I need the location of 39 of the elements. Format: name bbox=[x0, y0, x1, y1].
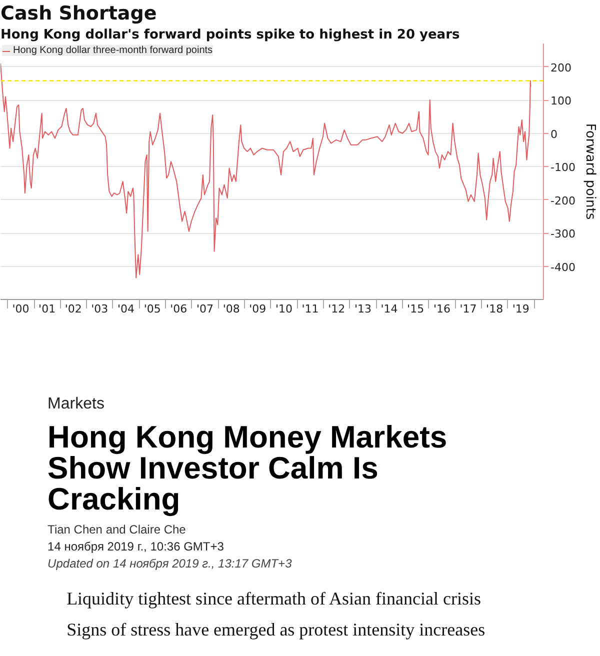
x-tick-label: '05 bbox=[144, 302, 161, 316]
y-tick-label: 200 bbox=[550, 61, 572, 74]
x-tick-label: '14 bbox=[380, 302, 398, 316]
chart-subtitle: Hong Kong dollar's forward points spike to highest in 20 years bbox=[0, 28, 460, 42]
x-tick-label: '06 bbox=[170, 302, 188, 316]
x-tick-label: '12 bbox=[328, 302, 346, 316]
y-tick-label: 100 bbox=[550, 94, 572, 108]
x-tick-label: '15 bbox=[407, 302, 424, 316]
legend-label: Hong Kong dollar three-month forward points bbox=[13, 45, 213, 56]
x-tick-label: '11 bbox=[302, 302, 319, 316]
text: Markets bbox=[48, 396, 104, 412]
line-series bbox=[0, 62, 532, 278]
x-tick-label: '01 bbox=[38, 302, 56, 316]
x-tick-label: '19 bbox=[512, 302, 530, 316]
x-tick-label: '08 bbox=[222, 302, 240, 316]
x-tick-label: '17 bbox=[460, 302, 477, 316]
x-tick-label: '02 bbox=[64, 302, 82, 316]
y-tick-label: 0 bbox=[550, 128, 558, 141]
x-tick-label: '18 bbox=[486, 302, 504, 316]
x-tick-label: '04 bbox=[118, 302, 135, 316]
y-tick-label: -400 bbox=[550, 260, 576, 274]
y-tick-label: -100 bbox=[550, 161, 576, 174]
text: 14 ноября 2019 г., 10:36 GMT+3 bbox=[48, 540, 224, 554]
text: Liquidity tightest since aftermath of Asian financial crisis bbox=[66, 588, 481, 608]
y-tick-label: -300 bbox=[550, 228, 576, 241]
text: Hong Kong Money Markets Show Investor Calm Is Cracking bbox=[48, 420, 448, 516]
x-tick-label: '09 bbox=[249, 302, 266, 316]
x-tick-label: '03 bbox=[91, 302, 108, 316]
text: Tian Chen and Claire Che bbox=[48, 522, 186, 536]
chart-title: Cash Shortage bbox=[0, 2, 157, 24]
text: Updated on 14 ноября 2019 г., 13:17 GMT+3 bbox=[48, 556, 292, 570]
x-tick-label: '10 bbox=[275, 302, 292, 316]
x-tick-label: '16 bbox=[433, 302, 450, 316]
x-tick-label: '13 bbox=[354, 302, 372, 316]
y-axis-title: Forward points bbox=[582, 123, 598, 220]
text: Signs of stress have emerged as protest intensity increases bbox=[66, 620, 486, 640]
y-tick-label: -200 bbox=[550, 194, 576, 208]
x-tick-label: '07 bbox=[196, 302, 214, 316]
x-tick-label: '00 bbox=[12, 302, 30, 316]
